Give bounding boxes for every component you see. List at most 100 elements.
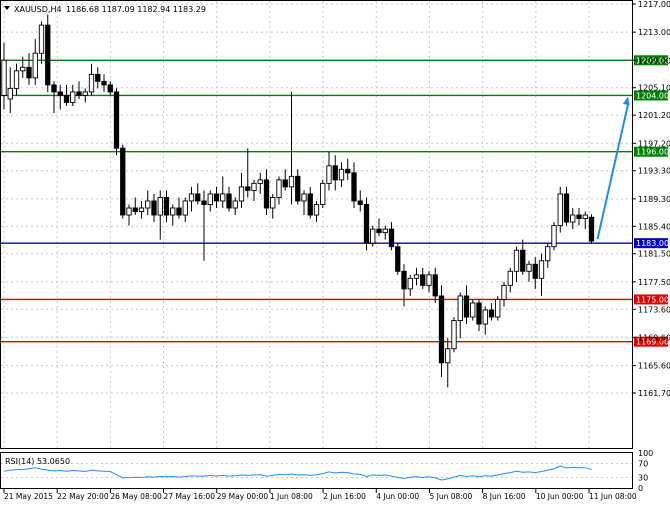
triangle-down-icon[interactable] (4, 6, 10, 10)
candle-bull (1, 59, 7, 96)
candle-bear (576, 214, 582, 219)
candle-bull (207, 193, 213, 205)
candle-bear (401, 270, 407, 290)
level-price-label: 1175.00 (636, 295, 669, 304)
candle-bull (7, 87, 13, 100)
candle-bull (538, 260, 545, 279)
candle-bull (557, 193, 563, 227)
candle-bull (288, 175, 295, 188)
candle-bull (451, 320, 457, 350)
candle-bear (132, 207, 138, 212)
candle-bull (495, 298, 501, 318)
candle-bull (82, 91, 88, 96)
candle-bull (338, 168, 345, 181)
level-price-tag (634, 146, 668, 157)
candle-bull (238, 186, 245, 202)
time-tick-label: 2 Jun 16:00 (323, 492, 366, 501)
candle-bull (70, 91, 76, 103)
rsi-tick-label: 100 (638, 449, 653, 458)
candle-bear (163, 196, 170, 216)
price-tick-label: 1201.20 (638, 111, 670, 120)
candle-bull (170, 207, 176, 216)
candle-bear (151, 200, 157, 216)
candle-bear (588, 216, 595, 242)
candle-bull (482, 309, 488, 325)
price-tick-label: 1209.00 (638, 56, 670, 65)
price-tick-label: 1213.00 (638, 28, 670, 37)
candle-bear (420, 274, 426, 286)
candle-bear (520, 249, 526, 272)
price-tick-label: 1193.30 (638, 167, 670, 176)
candle-bull (188, 193, 195, 202)
candle-bear (563, 193, 570, 223)
candle-bear (26, 66, 32, 79)
candle-bull (445, 348, 451, 364)
candle-bear (395, 246, 401, 272)
candle-bear (226, 193, 232, 209)
candle-bull (320, 182, 326, 205)
candle-bull (88, 73, 95, 93)
time-tick-label: 5 Jun 08:00 (429, 492, 472, 501)
time-tick-label: 8 Jun 16:00 (483, 492, 526, 501)
candle-bull (126, 207, 132, 216)
candle-bear (432, 274, 438, 297)
time-tick-label: 11 Jun 08:00 (589, 492, 637, 501)
candle-bull (270, 196, 276, 209)
candle-bull (507, 270, 513, 286)
candle-bear (107, 84, 113, 93)
rsi-axis: 100 70 300 (638, 449, 653, 493)
time-tick-label: 21 May 2015 (4, 492, 53, 501)
candle-bear (488, 309, 495, 318)
time-axis: 21 May 2015 22 May 20:00 26 May 08:00 27 Ma… (3, 489, 637, 501)
candle-bull (257, 179, 263, 184)
candle-bear (213, 193, 220, 202)
candle-bull (32, 52, 38, 79)
candle-bear (345, 168, 351, 174)
candle-bear (332, 165, 338, 181)
candle-bull (526, 263, 532, 272)
time-tick-label: 27 May 16:00 (164, 492, 216, 501)
price-tick-label: 1177.50 (638, 278, 670, 287)
candle-bull (157, 196, 163, 216)
candle-bull (313, 204, 320, 216)
candle-bull (513, 249, 520, 272)
time-tick-label: 10 Jun 00:00 (536, 492, 584, 501)
candle-bear (263, 179, 270, 209)
candle-bull (570, 214, 576, 223)
symbol-label: XAUUSD,H4 (14, 5, 62, 14)
time-tick-label: 22 May 20:00 (57, 492, 109, 501)
candle-bull (457, 295, 463, 321)
candle-bull (382, 228, 388, 234)
candle-bull (13, 70, 20, 89)
price-tick-label: 1165.60 (638, 362, 670, 371)
candle-bull (38, 24, 45, 54)
level-price-label: 1209.00 (636, 56, 669, 65)
price-grid (1, 1, 632, 448)
candle-bear (307, 193, 313, 216)
candle-bull (551, 225, 557, 248)
candle-bear (63, 94, 70, 103)
candle-bull (145, 200, 151, 209)
candle-bear (76, 91, 82, 96)
rsi-panel-frame (0, 452, 633, 489)
candle-bear (438, 295, 445, 364)
price-panel-frame (0, 0, 633, 449)
candle-bull (138, 207, 145, 212)
rsi-title: RSI(14) 53.0650 (5, 457, 70, 466)
level-price-label: 1204.00 (636, 91, 669, 100)
candle-bull (276, 179, 282, 198)
candle-bear (57, 91, 63, 96)
horizontal-levels[interactable]: 1209.00 1204.00 1196.00 1183.00 1175.00 1169.… (1, 55, 669, 347)
candle-bear (195, 193, 201, 202)
candle-bear (351, 172, 357, 202)
price-tick-label: 1181.50 (638, 250, 670, 259)
forecast-arrow-group[interactable] (596, 96, 630, 240)
candle-bear (357, 200, 363, 205)
price-tick-label: 1173.60 (638, 305, 670, 314)
price-tick-label: 1205.10 (638, 84, 670, 93)
candle-bull (470, 302, 476, 318)
forecast-arrowhead (622, 96, 630, 106)
candle-bear (120, 147, 126, 216)
